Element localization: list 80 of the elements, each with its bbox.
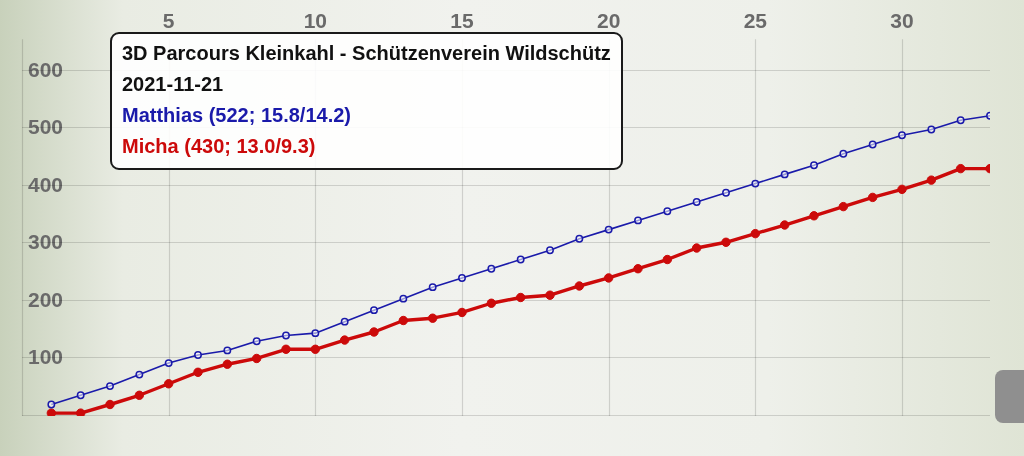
point (222, 359, 233, 369)
point (956, 116, 965, 125)
x-tick-label: 10 (303, 9, 328, 33)
point (546, 246, 554, 255)
point (340, 317, 349, 326)
x-tick-label: 5 (162, 9, 175, 33)
point (516, 255, 525, 264)
text: Micha (430; 13.0/9.3) (122, 134, 317, 159)
point (574, 281, 585, 291)
x-tick-label: 30 (890, 9, 914, 33)
point (252, 337, 261, 346)
point (955, 163, 966, 174)
point (163, 379, 174, 389)
point (339, 335, 350, 345)
point (427, 313, 438, 323)
point (281, 344, 291, 354)
point (780, 170, 789, 179)
point (575, 234, 584, 243)
point (809, 211, 819, 221)
point (604, 225, 613, 234)
point (750, 228, 761, 239)
point (545, 290, 555, 300)
point (751, 179, 760, 188)
y-tick-label: 100 (28, 345, 64, 369)
point (810, 161, 818, 170)
y-tick-label: 500 (28, 115, 64, 139)
point (838, 201, 849, 212)
point (487, 264, 496, 273)
point (867, 192, 878, 203)
point (46, 408, 57, 416)
point (251, 353, 262, 364)
point (898, 131, 906, 140)
point (106, 382, 114, 391)
point (634, 216, 642, 225)
point (311, 329, 320, 338)
text: 2021-11-21 (122, 72, 225, 97)
point (868, 140, 877, 149)
point (193, 367, 203, 377)
y-tick-label: 200 (28, 287, 64, 311)
x-tick-label: 25 (743, 9, 768, 33)
point (515, 292, 526, 303)
point (458, 273, 466, 282)
x-tick-label: 15 (450, 9, 474, 33)
point (135, 370, 144, 379)
point (897, 184, 907, 195)
point (721, 237, 731, 247)
point (927, 125, 936, 134)
point (722, 188, 730, 197)
point (75, 408, 86, 416)
point (76, 391, 85, 400)
point (486, 298, 497, 308)
point (779, 220, 790, 230)
point (692, 198, 701, 206)
point (194, 351, 202, 359)
point (134, 390, 145, 400)
point (428, 283, 437, 292)
point (399, 294, 408, 303)
point (282, 331, 290, 340)
point (105, 399, 115, 410)
x-tick-label: 20 (596, 9, 621, 33)
point (662, 254, 673, 265)
chart-title: 3D Parcours Kleinkahl - Schützenverein Wildschütz (122, 41, 611, 66)
point (310, 344, 321, 354)
y-tick-label: 600 (28, 57, 64, 81)
y-tick-label: 300 (28, 230, 64, 254)
point (370, 306, 378, 315)
point (457, 307, 467, 318)
point (603, 273, 614, 283)
y-tick-label: 400 (28, 172, 64, 196)
point (926, 175, 937, 185)
point (663, 207, 672, 216)
point (691, 243, 702, 253)
point (164, 359, 173, 368)
point (47, 400, 56, 409)
point (633, 264, 643, 274)
point (839, 149, 848, 158)
point (223, 346, 232, 355)
text: Matthias (522; 15.8/14.2) (122, 103, 352, 128)
point (398, 315, 409, 326)
point (369, 327, 379, 337)
